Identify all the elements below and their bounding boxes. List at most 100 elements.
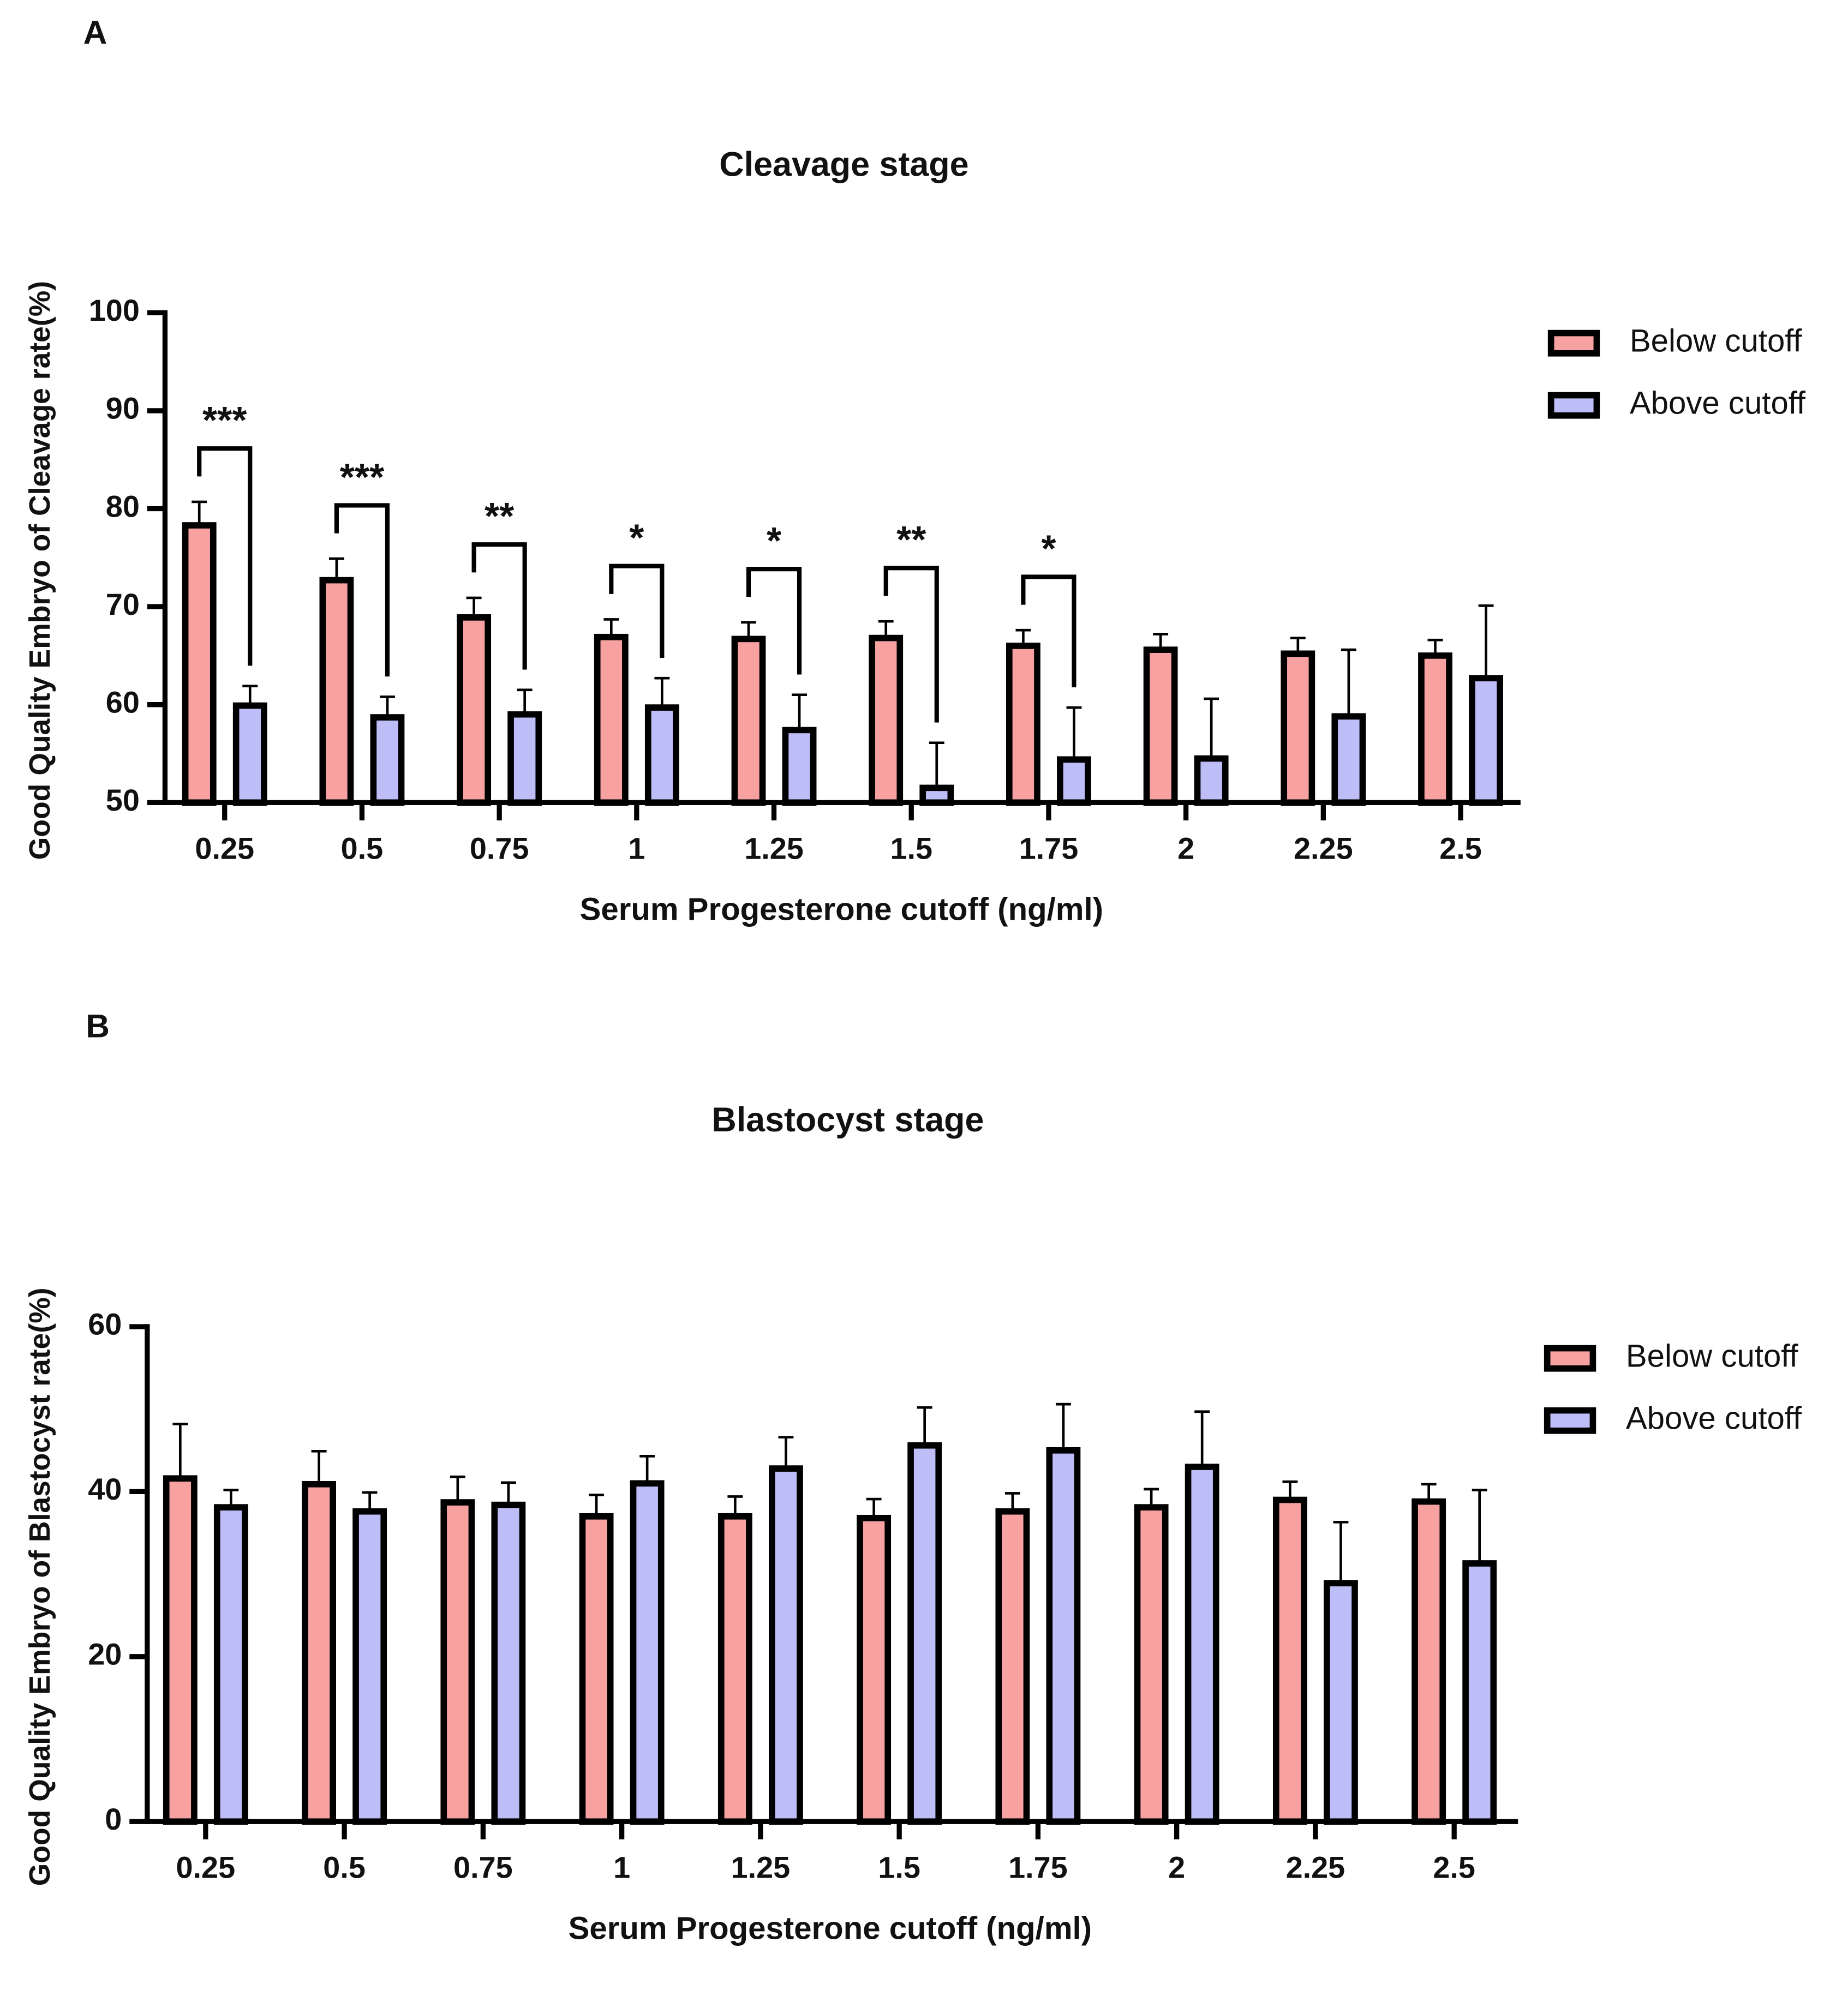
bar <box>507 711 542 806</box>
y-tick-label: 40 <box>88 1472 122 1506</box>
x-tick-label: 1.75 <box>1019 831 1079 865</box>
panel-label: B <box>86 1007 110 1044</box>
bar <box>457 614 492 806</box>
x-tick-label: 0.25 <box>176 1850 236 1884</box>
significance-bracket <box>883 566 939 723</box>
y-tick-label: 70 <box>106 587 140 621</box>
bar <box>630 1480 665 1825</box>
legend-swatch <box>1547 329 1600 357</box>
significance-bracket <box>1021 574 1076 687</box>
y-axis-label: Good Quality Embryo of Blastocyst rate(%… <box>24 1287 56 1886</box>
bar <box>1185 1464 1219 1825</box>
x-tick-label: 1.75 <box>1008 1850 1068 1884</box>
legend-swatch <box>1547 392 1600 419</box>
legend-label: Above cutoff <box>1626 1400 1802 1436</box>
bar <box>440 1499 475 1825</box>
x-tick-label: 2 <box>1168 1850 1185 1884</box>
bar <box>1272 1496 1307 1825</box>
significance-bracket <box>197 446 253 666</box>
bar <box>319 577 354 806</box>
bar <box>1331 713 1366 806</box>
bar <box>352 1508 387 1825</box>
significance-bracket <box>609 564 665 658</box>
bar <box>1143 646 1178 806</box>
x-tick-label: 2.5 <box>1439 831 1482 865</box>
bar <box>1057 756 1091 806</box>
bar <box>919 784 954 806</box>
significance-label: * <box>1041 527 1056 570</box>
x-tick-label: 1.5 <box>890 831 932 865</box>
bar <box>594 633 629 806</box>
significance-bracket <box>746 567 802 675</box>
bar <box>302 1480 336 1825</box>
x-tick-label: 0.25 <box>195 831 254 865</box>
bar <box>717 1513 752 1825</box>
bar <box>1281 650 1315 806</box>
x-tick-label: 1 <box>613 1850 630 1884</box>
x-tick-label: 0.75 <box>470 831 529 865</box>
x-tick-label: 1.25 <box>731 1850 791 1884</box>
bar <box>1469 675 1503 806</box>
bar <box>1194 755 1229 806</box>
bar <box>370 714 405 806</box>
legend-swatch <box>1544 1345 1596 1372</box>
x-tick-label: 0.75 <box>453 1850 513 1884</box>
x-axis-label: Serum Progesterone cutoff (ng/ml) <box>569 1911 1092 1946</box>
panel-label: A <box>83 14 107 51</box>
x-tick-label: 1.25 <box>744 831 804 865</box>
x-tick-label: 0.5 <box>341 831 384 865</box>
significance-label: * <box>629 517 644 559</box>
y-tick-label: 60 <box>88 1307 122 1341</box>
bar <box>1134 1504 1169 1825</box>
bar <box>857 1514 892 1825</box>
y-tick-label: 90 <box>106 391 140 425</box>
x-axis-label: Serum Progesterone cutoff (ng/ml) <box>580 892 1103 927</box>
bar <box>995 1508 1030 1825</box>
bar <box>731 636 766 806</box>
bar <box>232 702 267 806</box>
y-tick-label: 20 <box>88 1637 122 1671</box>
bar <box>491 1501 526 1825</box>
x-tick-label: 1 <box>628 831 645 865</box>
chart-title: Blastocyst stage <box>711 1101 984 1139</box>
y-tick-label: 60 <box>106 685 140 719</box>
x-tick-label: 2.25 <box>1294 831 1353 865</box>
bar <box>907 1442 942 1825</box>
x-tick-label: 2.25 <box>1286 1850 1345 1884</box>
bar <box>869 634 904 806</box>
bar <box>1046 1447 1081 1825</box>
y-tick-label: 100 <box>89 293 140 327</box>
bar <box>1418 652 1452 806</box>
y-tick-label: 50 <box>106 783 140 817</box>
x-tick-label: 2 <box>1177 831 1194 865</box>
legend-label: Above cutoff <box>1630 386 1806 421</box>
bar <box>769 1465 803 1825</box>
significance-label: * <box>767 519 782 562</box>
significance-label: *** <box>340 455 385 498</box>
significance-bracket <box>334 503 390 677</box>
bar <box>213 1504 248 1825</box>
legend-swatch <box>1544 1407 1596 1434</box>
bar <box>644 704 679 806</box>
y-tick-label: 0 <box>105 1802 122 1836</box>
x-tick-label: 1.5 <box>878 1850 920 1884</box>
significance-label: ** <box>485 495 515 537</box>
bar <box>579 1513 614 1825</box>
significance-bracket <box>471 542 527 670</box>
bar <box>782 727 817 806</box>
x-tick-label: 2.5 <box>1433 1850 1475 1884</box>
legend-label: Below cutoff <box>1626 1339 1799 1374</box>
bar <box>182 522 217 806</box>
significance-label: ** <box>896 518 926 561</box>
bar <box>1462 1560 1497 1825</box>
x-tick-label: 0.5 <box>323 1850 366 1884</box>
bar <box>1412 1498 1446 1825</box>
chart-title: Cleavage stage <box>719 145 968 183</box>
bar <box>1324 1580 1358 1825</box>
bar <box>163 1475 198 1825</box>
y-axis-label: Good Quality Embryo of Cleavage rate(%) <box>24 281 56 860</box>
bar <box>1006 643 1040 806</box>
significance-label: *** <box>202 399 247 441</box>
y-tick-label: 80 <box>106 489 140 523</box>
